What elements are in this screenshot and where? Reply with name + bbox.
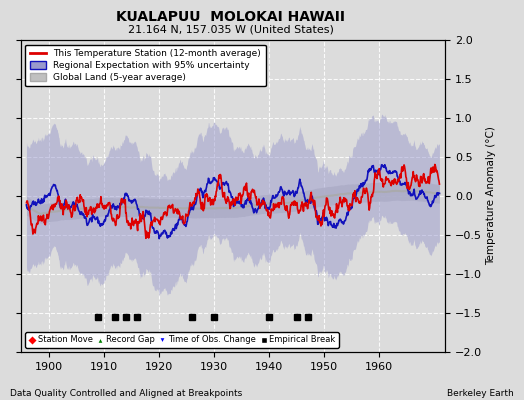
- Text: Berkeley Earth: Berkeley Earth: [447, 389, 514, 398]
- Text: 21.164 N, 157.035 W (United States): 21.164 N, 157.035 W (United States): [128, 24, 333, 34]
- Legend: Station Move, Record Gap, Time of Obs. Change, Empirical Break: Station Move, Record Gap, Time of Obs. C…: [25, 332, 339, 348]
- Text: Data Quality Controlled and Aligned at Breakpoints: Data Quality Controlled and Aligned at B…: [10, 389, 243, 398]
- Y-axis label: Temperature Anomaly (°C): Temperature Anomaly (°C): [486, 126, 496, 266]
- Text: KUALAPUU  MOLOKAI HAWAII: KUALAPUU MOLOKAI HAWAII: [116, 10, 345, 24]
